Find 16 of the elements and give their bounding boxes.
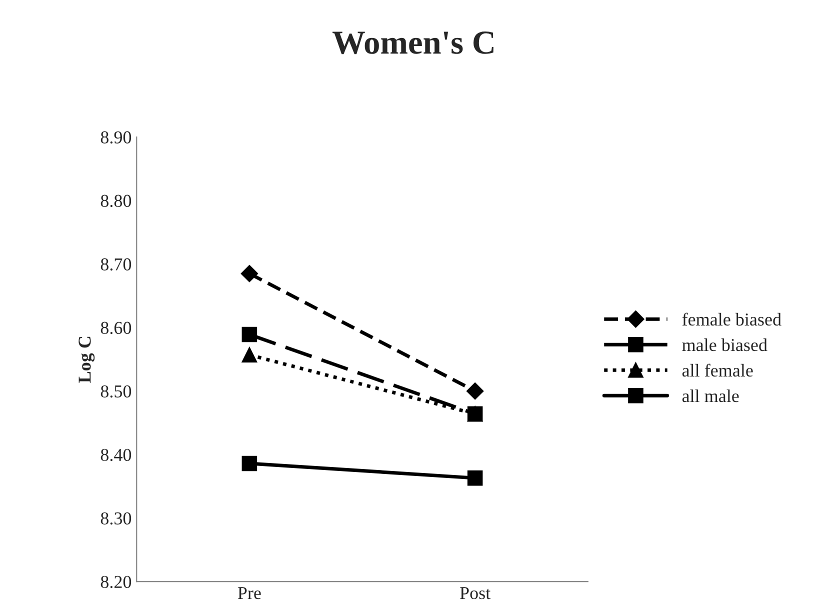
- x-tick-label: Post: [460, 587, 491, 600]
- legend-label: female biased: [682, 312, 782, 326]
- y-tick-label: 8.20: [100, 576, 132, 588]
- y-tick-label: 8.90: [100, 131, 132, 144]
- y-tick-label: 8.30: [100, 512, 132, 525]
- y-axis-title: Log C: [78, 336, 95, 383]
- y-tick-label: 8.50: [100, 385, 132, 398]
- y-tick-label: 8.60: [100, 322, 132, 334]
- legend-label: all male: [682, 389, 739, 402]
- chart-title: Women's C: [332, 32, 494, 54]
- legend-label: male biased: [682, 338, 768, 352]
- x-tick-label: Pre: [238, 587, 261, 600]
- y-tick-label: 8.80: [100, 194, 132, 208]
- legend-label: all female: [682, 364, 753, 377]
- y-tick-label: 8.40: [100, 448, 132, 462]
- y-tick-label: 8.70: [100, 258, 132, 271]
